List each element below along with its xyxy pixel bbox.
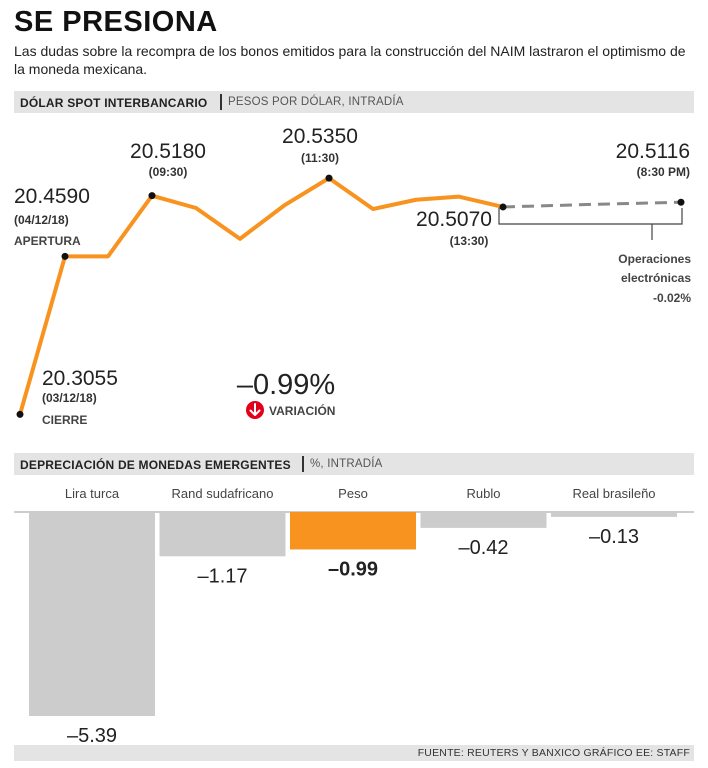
line-chart-unit: PESOS POR DÓLAR, INTRADÍA — [228, 96, 404, 108]
bar-chart: Lira turca –5.39 Rand sudafricano –1.17 Peso… — [14, 486, 694, 747]
category-label: Peso — [338, 486, 368, 501]
header-separator — [220, 94, 222, 110]
electronic-line1: Operaciones — [618, 252, 691, 266]
variation-label: VARIACIÓN — [269, 403, 335, 418]
line-point — [16, 410, 24, 418]
category-label: Rublo — [467, 486, 501, 501]
label-1130-value: 20.5350 — [282, 125, 358, 148]
label-0930-time: (09:30) — [149, 165, 188, 179]
label-1330-value: 20.5070 — [416, 208, 492, 231]
label-2030-time: (8:30 PM) — [637, 165, 690, 179]
line-chart-header: DÓLAR SPOT INTERBANCARIO PESOS POR DÓLAR… — [14, 91, 694, 113]
electronic-line2: electrónicas — [621, 271, 691, 285]
bar-rand-sudafricano — [159, 512, 286, 557]
label-cierre-value: 20.3055 — [42, 367, 118, 390]
label-0930-value: 20.5180 — [130, 140, 206, 163]
bar-lira-turca — [29, 512, 155, 716]
bar-peso — [290, 512, 416, 550]
category-label: Rand sudafricano — [172, 486, 274, 501]
line-chart: 20.3055 (03/12/18) CIERRE 20.4590 (04/12… — [14, 125, 691, 427]
line-point — [499, 203, 507, 211]
line-point — [677, 198, 685, 206]
line-point — [325, 174, 333, 182]
series-line-electronic — [502, 200, 682, 209]
bar-value-label: –1.17 — [197, 565, 247, 587]
bar-chart-title: DEPRECIACIÓN DE MONEDAS EMERGENTES — [20, 458, 291, 472]
bar-real-brasileño — [551, 512, 677, 517]
bar-value-label: –5.39 — [67, 725, 117, 747]
label-1330-time: (13:30) — [450, 234, 489, 248]
down-arrow-icon — [246, 401, 264, 419]
label-apertura: APERTURA — [14, 234, 81, 248]
page-title: SE PRESIONA — [14, 6, 218, 38]
bar-chart-unit: %, INTRADÍA — [310, 458, 383, 470]
bar-value-label: –0.42 — [458, 537, 508, 559]
label-cierre-date: (03/12/18) — [42, 391, 97, 405]
line-point — [61, 252, 69, 260]
bar-value-label: –0.99 — [328, 558, 378, 580]
source-text: FUENTE: REUTERS Y BANXICO GRÁFICO EE: ST… — [417, 747, 690, 759]
line-chart-title: DÓLAR SPOT INTERBANCARIO — [20, 96, 208, 110]
label-apertura-value: 20.4590 — [14, 185, 90, 208]
page-subtitle: Las dudas sobre la recompra de los bonos… — [14, 43, 686, 77]
bar-rublo — [420, 512, 547, 528]
label-1130-time: (11:30) — [301, 151, 339, 165]
header-separator — [302, 456, 304, 472]
series-line-intradia — [18, 176, 505, 417]
label-2030-value: 20.5116 — [616, 140, 690, 163]
label-cierre: CIERRE — [42, 413, 87, 427]
electronic-line3: -0.02% — [653, 291, 691, 305]
variation-value: –0.99% — [237, 369, 335, 401]
electronic-bracket — [498, 208, 683, 240]
bar-value-label: –0.13 — [589, 526, 639, 548]
line-point — [148, 192, 156, 200]
category-label: Real brasileño — [572, 486, 655, 501]
label-apertura-date: (04/12/18) — [14, 213, 69, 227]
source-footer: FUENTE: REUTERS Y BANXICO GRÁFICO EE: ST… — [14, 745, 694, 761]
category-label: Lira turca — [65, 486, 120, 501]
bar-chart-header: DEPRECIACIÓN DE MONEDAS EMERGENTES %, IN… — [14, 453, 694, 475]
